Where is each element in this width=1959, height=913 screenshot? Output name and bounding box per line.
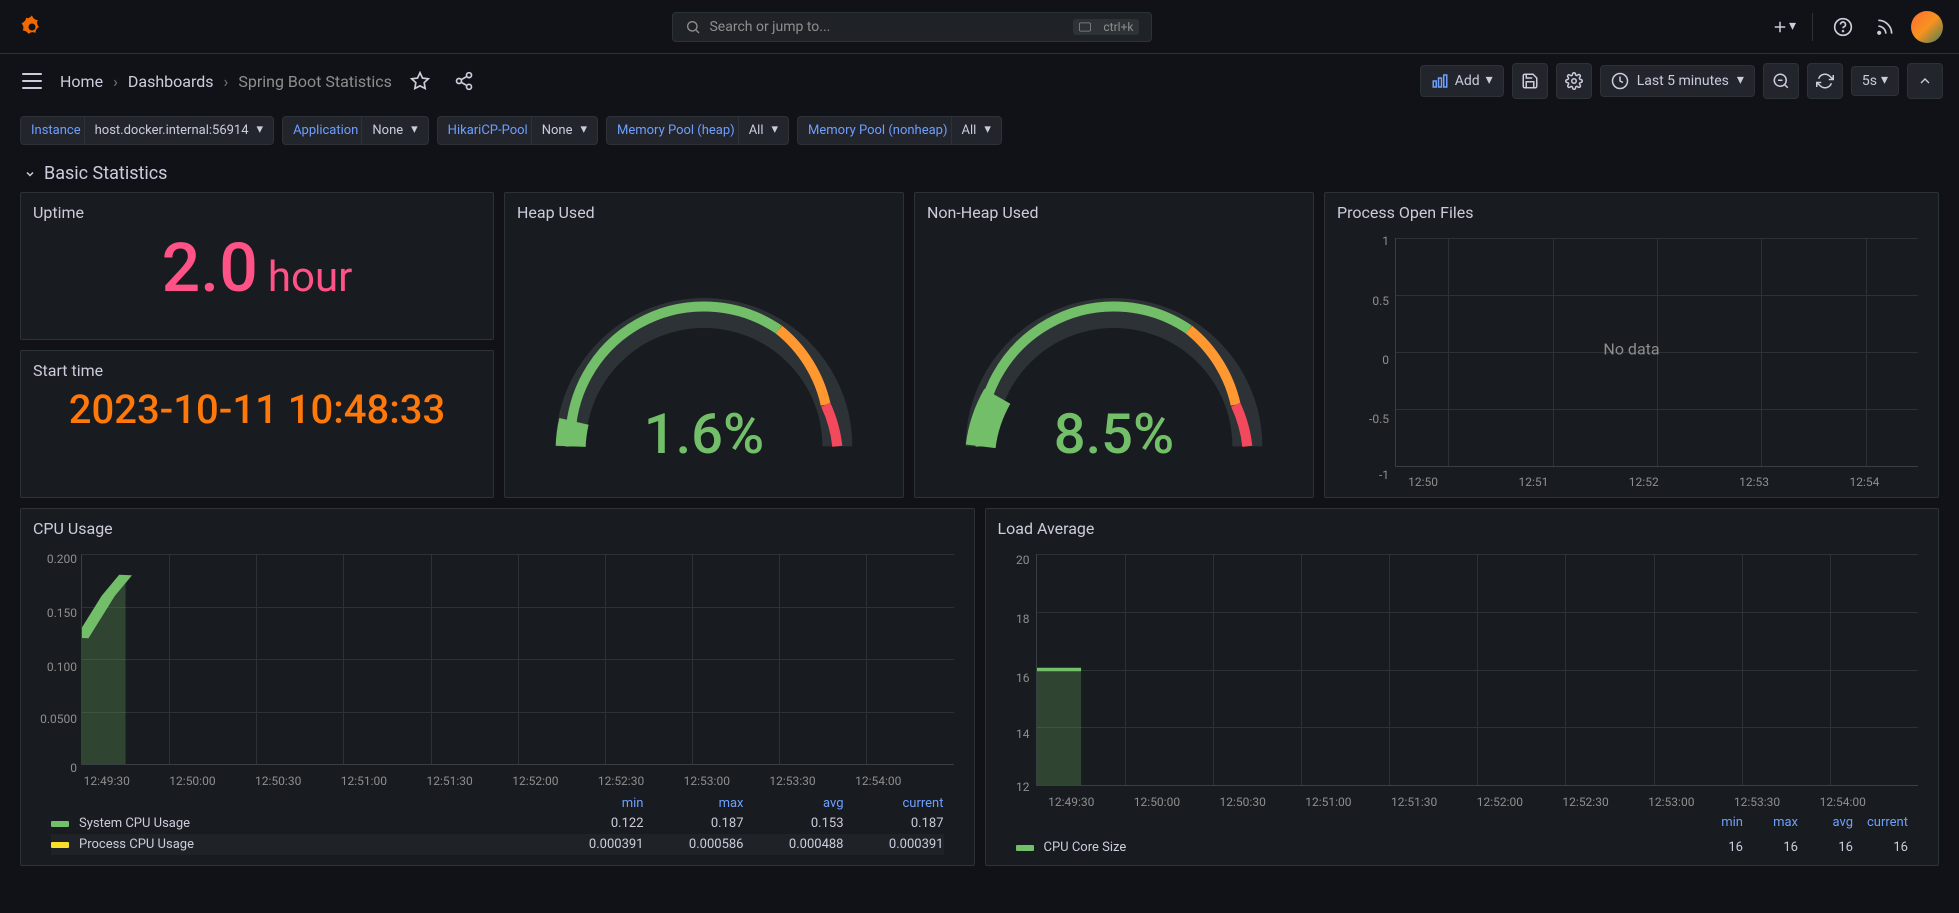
- save-button[interactable]: [1512, 63, 1548, 99]
- load-chart: 20 18 16 14 12 12:49:30 12:50:00 12:50:3…: [986, 544, 1939, 811]
- news-icon[interactable]: [1869, 11, 1901, 43]
- share-icon[interactable]: [448, 65, 480, 97]
- var-label-instance: Instance: [20, 116, 92, 145]
- refresh-interval-picker[interactable]: 5s ▾: [1851, 66, 1899, 96]
- dashboard-toolbar: Home › Dashboards › Spring Boot Statisti…: [0, 54, 1959, 108]
- search-input[interactable]: Search or jump to... ctrl+k: [672, 12, 1152, 42]
- help-icon[interactable]: [1827, 11, 1859, 43]
- row-basic-statistics[interactable]: Basic Statistics: [0, 153, 1959, 192]
- heap-value: 1.6%: [644, 401, 764, 467]
- breadcrumb: Home › Dashboards › Spring Boot Statisti…: [60, 72, 392, 91]
- panel-cpu-usage[interactable]: CPU Usage: [20, 508, 975, 866]
- breadcrumb-dashboards[interactable]: Dashboards: [128, 72, 214, 91]
- add-panel-button[interactable]: Add ▾: [1420, 65, 1504, 97]
- search-placeholder: Search or jump to...: [709, 19, 830, 35]
- var-label-hikaricp: HikariCP-Pool: [437, 116, 539, 145]
- nodata-label: No data: [1603, 340, 1659, 359]
- legend-row[interactable]: CPU Core Size 16 16 16 16: [986, 840, 1939, 865]
- breadcrumb-home[interactable]: Home: [60, 72, 103, 91]
- create-menu[interactable]: ▾: [1769, 14, 1798, 40]
- settings-button[interactable]: [1556, 63, 1592, 99]
- panel-open-files[interactable]: Process Open Files 1 0.5 0 -0.5 -1: [1324, 192, 1939, 498]
- top-navbar: Search or jump to... ctrl+k ▾: [0, 0, 1959, 54]
- menu-toggle[interactable]: [16, 65, 48, 97]
- panel-heap-used[interactable]: Heap Used 1.6%: [504, 192, 904, 498]
- time-range-picker[interactable]: Last 5 minutes ▾: [1600, 65, 1755, 97]
- var-value-instance[interactable]: host.docker.internal:56914▾: [84, 116, 274, 145]
- star-icon[interactable]: [404, 65, 436, 97]
- time-range-label: Last 5 minutes: [1637, 73, 1729, 89]
- zoom-out-button[interactable]: [1763, 63, 1799, 99]
- open-files-chart: 1 0.5 0 -0.5 -1 12:50 12:51 12:52 12:53 …: [1325, 228, 1938, 497]
- var-value-application[interactable]: None▾: [361, 116, 428, 145]
- var-label-application: Application: [282, 116, 369, 145]
- legend-row[interactable]: Process CPU Usage 0.000391 0.000586 0.00…: [51, 834, 944, 855]
- var-label-nonheap: Memory Pool (nonheap): [797, 116, 958, 145]
- uptime-unit: hour: [268, 253, 352, 302]
- refresh-button[interactable]: [1807, 63, 1843, 99]
- panel-load-average[interactable]: Load Average: [985, 508, 1940, 866]
- var-value-hikaricp[interactable]: None▾: [531, 116, 598, 145]
- collapse-button[interactable]: [1907, 63, 1943, 99]
- var-value-heap[interactable]: All▾: [738, 116, 789, 145]
- uptime-value: 2.0: [162, 228, 258, 308]
- search-shortcut: ctrl+k: [1073, 19, 1139, 35]
- legend-row[interactable]: System CPU Usage 0.122 0.187 0.153 0.187: [51, 813, 944, 834]
- var-label-heap: Memory Pool (heap): [606, 116, 746, 145]
- load-legend: min max avg current: [986, 811, 1939, 840]
- cpu-chart: 0.200 0.150 0.100 0.0500 0 12:49:30 12:5…: [21, 544, 974, 790]
- panel-uptime[interactable]: Uptime 2.0 hour: [20, 192, 494, 340]
- add-label: Add: [1455, 73, 1480, 89]
- panel-starttime[interactable]: Start time 2023-10-11 10:48:33: [20, 350, 494, 498]
- template-variables: Instance host.docker.internal:56914▾ App…: [0, 108, 1959, 153]
- panel-nonheap-used[interactable]: Non-Heap Used 8.5%: [914, 192, 1314, 498]
- nonheap-value: 8.5%: [1054, 401, 1174, 467]
- grafana-logo[interactable]: [16, 11, 48, 43]
- breadcrumb-current: Spring Boot Statistics: [238, 72, 392, 91]
- var-value-nonheap[interactable]: All▾: [951, 116, 1002, 145]
- starttime-value: 2023-10-11 10:48:33: [69, 386, 446, 433]
- user-avatar[interactable]: [1911, 11, 1943, 43]
- cpu-legend: min max avg current System CPU Usage 0.1…: [21, 790, 974, 865]
